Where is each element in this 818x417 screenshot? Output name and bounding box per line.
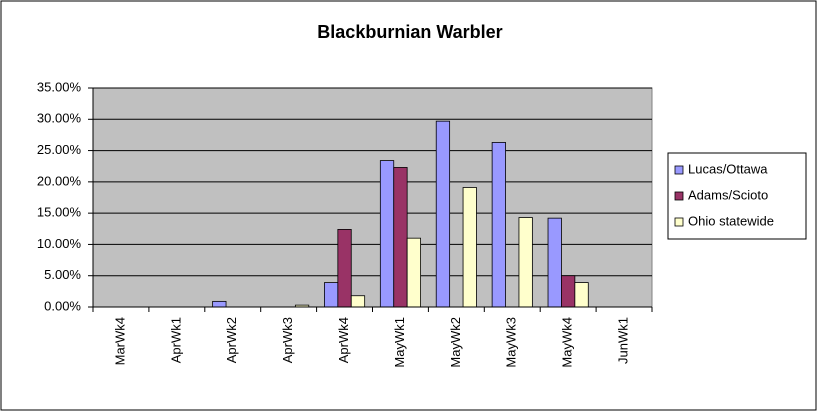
y-tick-label: 15.00% [37,205,82,220]
x-tick-label: JunWk1 [615,317,630,364]
x-tick-label: MayWk4 [560,317,575,368]
x-tick-label: AprWk2 [224,317,239,363]
legend-box [667,152,807,240]
x-tick-label: MayWk1 [392,317,407,368]
bar [337,229,352,308]
bar [561,275,576,308]
bar [462,187,477,308]
x-tick-label: AprWk3 [280,317,295,363]
bar [435,120,451,308]
bar [379,160,395,308]
y-tick-label: 35.00% [37,79,82,94]
bar [491,142,506,308]
legend-label: Adams/Scioto [688,187,768,202]
x-tick-label: MayWk3 [504,317,519,368]
y-tick-label: 0.00% [44,298,81,313]
bar [406,237,421,308]
chart-title: Blackburnian Warbler [317,22,502,42]
bar [212,300,227,308]
y-tick-label: 10.00% [37,236,82,251]
x-tick-label: MayWk2 [448,317,463,368]
legend-swatch [674,165,684,175]
x-tick-label: AprWk1 [168,317,183,363]
y-tick-label: 20.00% [37,173,82,188]
plot-area [92,87,653,308]
y-tick-label: 30.00% [37,111,82,126]
legend-swatch [674,191,684,201]
legend-swatch [674,217,684,227]
bar [574,282,589,308]
x-tick-label: AprWk4 [336,317,351,363]
bar [350,295,366,308]
y-tick-label: 5.00% [44,267,81,282]
legend-label: Lucas/Ottawa [688,161,768,176]
y-tick-label: 25.00% [37,142,82,157]
x-tick-label: MarWk4 [112,317,127,365]
legend-label: Ohio statewide [688,213,774,228]
bar [324,282,339,308]
bar [518,217,533,308]
bar [547,217,562,308]
bar [393,167,408,308]
